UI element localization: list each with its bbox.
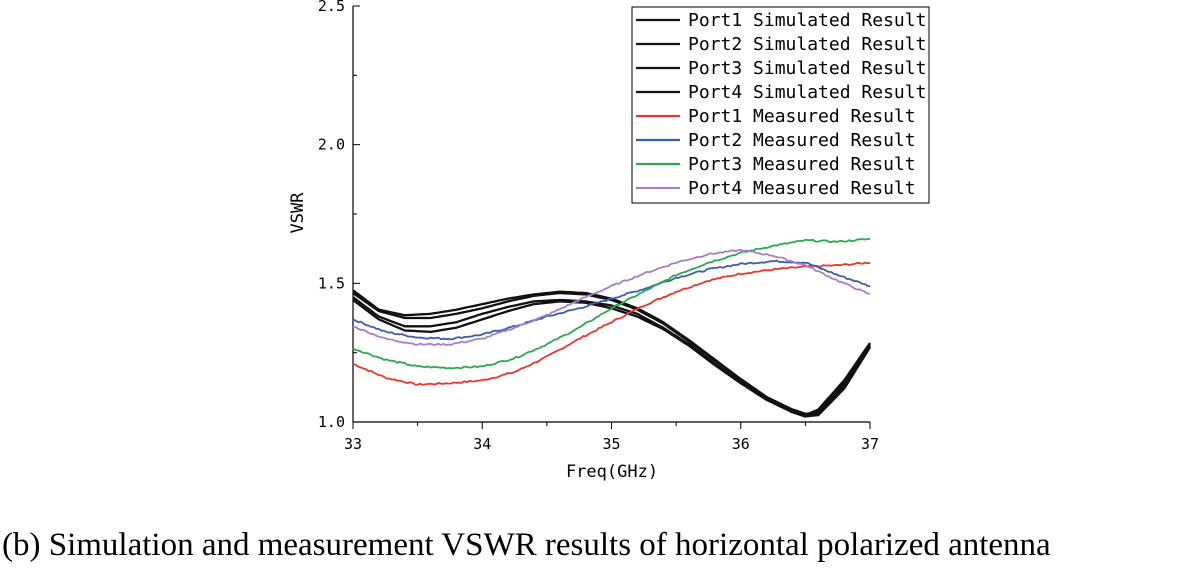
legend-label-1: Port1 Simulated Result: [688, 10, 926, 31]
series-layer: [352, 237, 871, 418]
x-axis-title: Freq(GHz): [566, 462, 658, 482]
y-axis-title: VSWR: [288, 192, 308, 234]
y-tick-label: 2.5: [318, 0, 345, 15]
series-line-5: [352, 261, 871, 386]
series-line-1: [352, 296, 871, 418]
x-axis-ticks: 33 34 35 36 37: [344, 422, 879, 453]
x-tick-label: 33: [344, 435, 362, 453]
y-tick-label: 1.0: [318, 413, 345, 431]
y-tick-label: 1.5: [318, 274, 345, 292]
legend-label-4: Port4 Simulated Result: [688, 82, 926, 103]
y-tick-label: 2.0: [318, 136, 345, 154]
series-line-8: [352, 248, 871, 346]
series-line-2: [352, 291, 871, 417]
legend-label-7: Port3 Measured Result: [688, 154, 916, 175]
legend-box: [631, 6, 930, 204]
legend-label-3: Port3 Simulated Result: [688, 58, 926, 79]
series-line-6: [352, 259, 871, 341]
x-tick-label: 37: [861, 435, 879, 453]
x-tick-label: 34: [473, 435, 491, 453]
x-tick-label: 36: [732, 435, 750, 453]
y-axis-ticks: 1.0 1.5 2.0 2.5: [318, 0, 360, 431]
legend-label-8: Port4 Measured Result: [688, 178, 916, 199]
vswr-chart: 1.0 1.5 2.0 2.5 33 34 35 36 37 Freq(GHz) VSWR P…: [288, 0, 930, 482]
series-line-7: [352, 237, 871, 370]
figure-caption: (b) Simulation and measurement VSWR resu…: [2, 527, 1051, 563]
x-tick-label: 35: [602, 435, 620, 453]
legend-label-5: Port1 Measured Result: [688, 106, 916, 127]
legend: Port1 Simulated Result Port2 Simulated Re…: [631, 6, 930, 204]
legend-label-2: Port2 Simulated Result: [688, 34, 926, 55]
legend-label-6: Port2 Measured Result: [688, 130, 916, 151]
